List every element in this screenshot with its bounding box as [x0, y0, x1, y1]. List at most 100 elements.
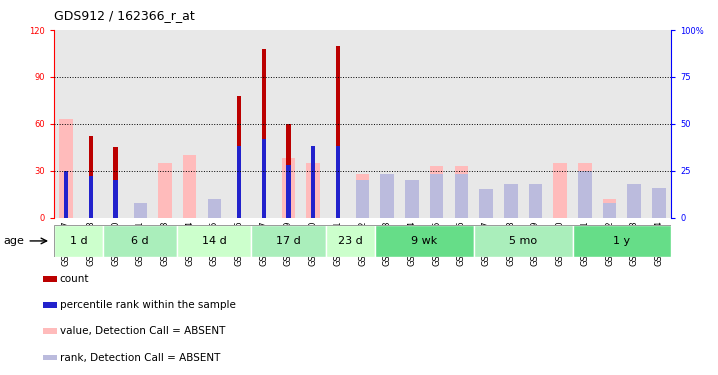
Bar [528, 186, 542, 218]
Bar [405, 180, 419, 218]
Bar [504, 184, 518, 218]
Bar [103, 225, 177, 257]
Bar [251, 30, 276, 217]
Bar [603, 199, 616, 217]
Bar [208, 199, 221, 217]
Bar [381, 174, 394, 217]
Bar [381, 174, 394, 217]
Bar [350, 30, 375, 217]
Bar [504, 184, 518, 218]
Bar [311, 146, 315, 218]
Text: GDS912 / 162366_r_at: GDS912 / 162366_r_at [54, 9, 195, 22]
Bar [177, 225, 251, 257]
Bar [622, 30, 647, 217]
Bar [60, 119, 73, 218]
Bar [261, 139, 266, 218]
Bar [578, 171, 592, 217]
Bar [454, 174, 468, 217]
Bar [177, 30, 202, 217]
Bar [251, 225, 325, 257]
Bar [603, 202, 616, 217]
Bar [227, 30, 251, 217]
Bar [504, 186, 518, 218]
Bar [454, 166, 468, 218]
Bar [89, 136, 93, 218]
Bar [356, 174, 369, 217]
Bar [647, 30, 671, 217]
Bar [208, 205, 221, 218]
Bar [134, 210, 147, 218]
Bar [113, 180, 118, 218]
Bar [430, 174, 444, 217]
Bar [523, 30, 548, 217]
Bar [78, 30, 103, 217]
Bar [430, 166, 444, 218]
Bar [153, 30, 177, 217]
Bar [301, 30, 325, 217]
Bar [528, 186, 542, 218]
Bar [548, 30, 572, 217]
Bar [405, 182, 419, 218]
Bar [43, 276, 57, 282]
Bar [158, 163, 172, 218]
Bar [134, 202, 147, 217]
Bar [572, 225, 671, 257]
Bar [652, 189, 666, 217]
Bar [261, 49, 266, 217]
Text: rank, Detection Call = ABSENT: rank, Detection Call = ABSENT [60, 352, 220, 363]
Bar [261, 49, 266, 217]
Bar [286, 165, 291, 218]
Text: 1 y: 1 y [613, 236, 630, 246]
Bar [454, 174, 468, 217]
Bar [336, 146, 340, 218]
Bar [286, 165, 291, 218]
Bar [325, 225, 375, 257]
Bar [286, 124, 291, 218]
Bar [208, 205, 221, 218]
Bar [261, 139, 266, 218]
Bar [60, 119, 73, 218]
Bar [474, 30, 498, 217]
Bar [504, 186, 518, 218]
Bar [652, 188, 666, 218]
Bar [54, 225, 103, 257]
Bar [356, 180, 369, 218]
Bar [356, 174, 369, 217]
Bar [528, 184, 542, 218]
Bar [113, 147, 118, 218]
Bar [498, 30, 523, 217]
Bar [430, 174, 444, 217]
Bar [202, 30, 227, 217]
Bar [281, 158, 295, 218]
Bar [336, 146, 340, 218]
Text: age: age [4, 236, 24, 246]
Bar [64, 171, 68, 217]
Bar [528, 184, 542, 218]
Bar [405, 180, 419, 218]
Bar [381, 174, 394, 217]
Bar [480, 189, 493, 217]
Bar [54, 30, 78, 217]
Bar [572, 30, 597, 217]
Text: 6 d: 6 d [131, 236, 149, 246]
Text: 9 wk: 9 wk [411, 236, 437, 246]
Bar [311, 146, 315, 218]
Bar [237, 96, 241, 218]
Bar [554, 163, 567, 218]
Text: 23 d: 23 d [338, 236, 363, 246]
Bar [628, 184, 641, 218]
Bar [603, 202, 616, 217]
Bar [43, 302, 57, 308]
Bar [628, 184, 641, 218]
Bar [336, 46, 340, 218]
Bar [134, 202, 147, 217]
Text: 1 d: 1 d [70, 236, 88, 246]
Bar [554, 163, 567, 218]
Bar [281, 158, 295, 218]
Bar [134, 210, 147, 218]
Bar [43, 355, 57, 360]
Bar [113, 180, 118, 218]
Bar [89, 136, 93, 218]
Text: value, Detection Call = ABSENT: value, Detection Call = ABSENT [60, 326, 225, 336]
Text: 14 d: 14 d [202, 236, 227, 246]
